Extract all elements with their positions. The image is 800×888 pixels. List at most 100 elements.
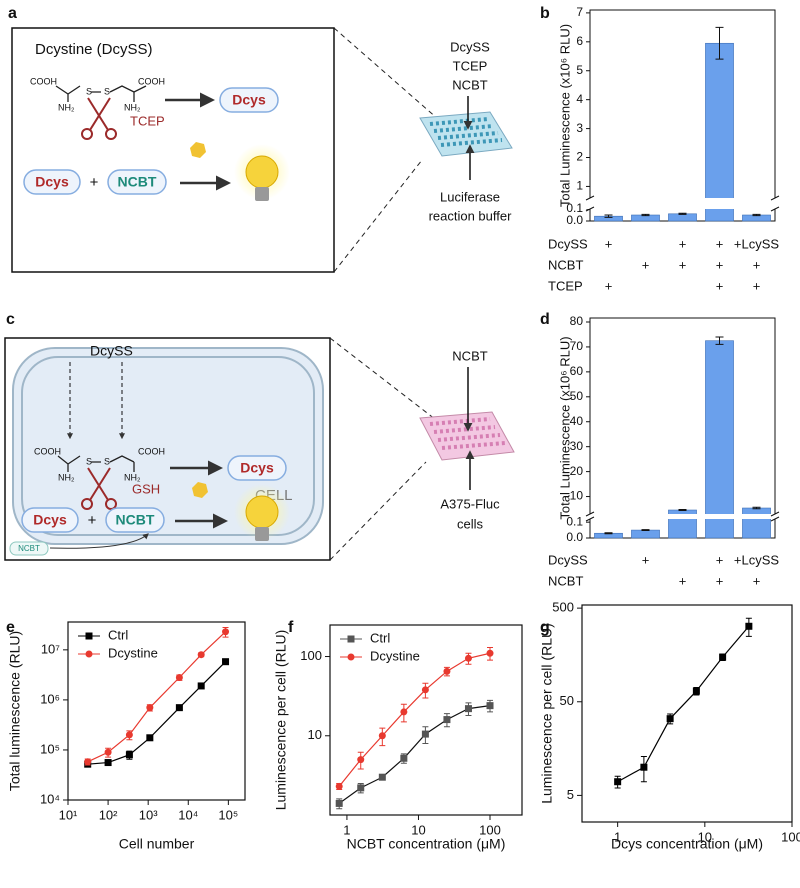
break-mark xyxy=(585,511,595,517)
reductant: TCEP xyxy=(130,113,165,128)
error-bar xyxy=(678,212,687,215)
marker xyxy=(146,734,154,742)
condition-label: TCEP xyxy=(548,278,583,293)
bar xyxy=(742,507,771,539)
marker xyxy=(357,784,365,792)
x-tick-label: 1 xyxy=(343,822,350,837)
marker xyxy=(222,628,230,636)
marker xyxy=(421,686,429,694)
condition-label: DcySS xyxy=(548,552,588,567)
error-bar xyxy=(715,336,724,345)
y-tick-label: 0.1 xyxy=(566,514,583,528)
marker xyxy=(443,667,451,675)
scissors xyxy=(81,97,117,140)
marker xyxy=(347,635,355,643)
atom: NH₂ xyxy=(58,102,75,112)
y-tick-label: 500 xyxy=(552,600,574,615)
marker xyxy=(125,751,133,759)
y-tick-label: 0.1 xyxy=(566,201,583,215)
x-tick-label: 10³ xyxy=(139,807,158,822)
atom: S xyxy=(86,456,92,466)
scheme-title: Dcystine (DcySS) xyxy=(35,41,153,58)
panel-label: c xyxy=(6,311,15,328)
series-line xyxy=(338,652,491,787)
reactant: NCBT xyxy=(118,174,157,190)
plate-icon xyxy=(419,111,513,157)
error-bar xyxy=(641,529,650,532)
plus: + xyxy=(90,174,99,191)
reagent: NCBT xyxy=(452,77,487,92)
x-tick-label: 100 xyxy=(479,822,501,837)
marker xyxy=(486,649,494,657)
product: Dcys xyxy=(232,92,266,108)
bulb-icon xyxy=(234,484,290,541)
x-tick-label: 10⁴ xyxy=(178,807,198,822)
y-tick-label: 50 xyxy=(570,389,584,403)
x-tick-label: 100 xyxy=(781,829,800,844)
break-mark xyxy=(585,206,595,212)
pill xyxy=(107,169,167,195)
y-tick-label: 10 xyxy=(570,489,584,503)
condition-label: NCBT xyxy=(548,257,583,272)
y-tick-label: 30 xyxy=(570,439,584,453)
y-tick-label: 1 xyxy=(576,179,583,193)
y-tick-label: 0.0 xyxy=(566,213,583,227)
panel-label: g xyxy=(540,619,550,636)
reagent: NCBT xyxy=(452,348,487,363)
y-tick-label: 10⁵ xyxy=(40,741,60,756)
scissors xyxy=(81,467,117,510)
bond xyxy=(57,455,135,472)
y-tick-label: 10⁴ xyxy=(40,791,60,806)
substrate: DcySS xyxy=(90,343,133,359)
marker xyxy=(335,799,343,807)
atom: COOH xyxy=(30,76,57,86)
error-bar xyxy=(604,214,613,218)
marker xyxy=(197,682,205,690)
marker xyxy=(85,632,93,640)
marker xyxy=(104,748,112,756)
marker xyxy=(335,782,343,790)
buffer-label: reaction buffer xyxy=(429,208,513,223)
x-tick-label: 10 xyxy=(411,822,425,837)
condition-mark: + xyxy=(679,236,687,251)
y-tick-label: 5 xyxy=(567,787,574,802)
panel-label: d xyxy=(540,311,550,328)
series-line xyxy=(338,705,491,804)
error-bar xyxy=(752,213,761,217)
cells-label: cells xyxy=(457,516,484,531)
atom: COOH xyxy=(34,446,61,456)
reactant: Dcys xyxy=(33,512,67,528)
error-bar xyxy=(752,506,761,510)
condition-mark: + xyxy=(679,257,687,272)
marker xyxy=(197,651,205,659)
condition-mark: + xyxy=(753,573,761,588)
cells-label: A375-Fluc xyxy=(440,496,500,511)
y-tick-label: 60 xyxy=(570,364,584,378)
condition-mark: + xyxy=(716,236,724,251)
y-tick-label: 100 xyxy=(300,648,322,663)
break-mark xyxy=(770,206,780,212)
connector xyxy=(329,337,445,427)
marker xyxy=(104,759,112,767)
y-tick-label: 10⁷ xyxy=(41,641,60,656)
y-axis-label: Luminescence per cell (RLU) xyxy=(539,623,555,804)
atom: COOH xyxy=(138,446,165,456)
condition-mark: +LcySS xyxy=(734,236,779,251)
y-tick-label: 0.0 xyxy=(566,530,583,544)
condition-mark: + xyxy=(753,278,761,293)
product: Dcys xyxy=(240,460,274,476)
pill xyxy=(105,507,165,533)
break-mark xyxy=(585,516,595,522)
y-tick-label: 5 xyxy=(576,63,583,77)
plus: + xyxy=(88,512,97,529)
x-tick-label: 10 xyxy=(698,829,712,844)
marker xyxy=(486,702,494,710)
condition-label: DcySS xyxy=(548,236,588,251)
atom: NH₂ xyxy=(124,472,141,482)
marker xyxy=(125,731,133,739)
condition-mark: + xyxy=(642,552,650,567)
reductant: GSH xyxy=(132,481,160,496)
bar xyxy=(631,529,660,539)
bond xyxy=(55,85,147,102)
y-tick-label: 3 xyxy=(576,121,583,135)
